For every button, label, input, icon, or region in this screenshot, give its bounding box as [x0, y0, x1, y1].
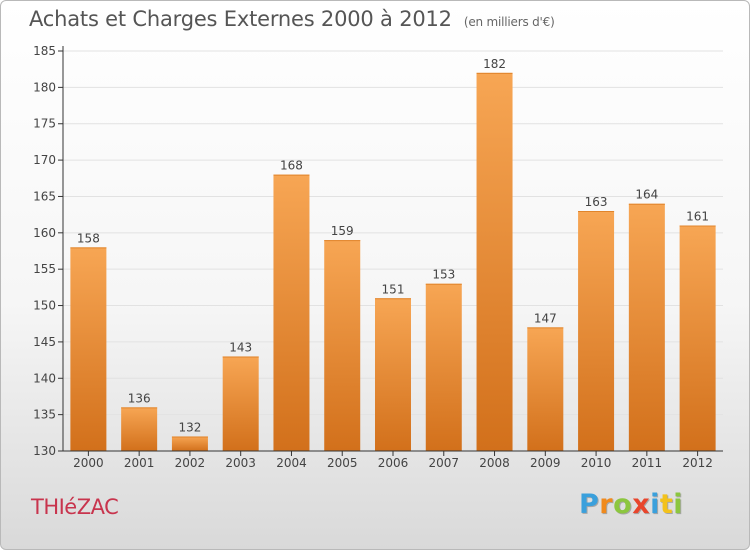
data-label-2007: 153	[432, 268, 455, 282]
x-tick-label-2011: 2011	[632, 456, 663, 470]
bar-2007	[425, 283, 462, 451]
bar-2002	[171, 436, 208, 451]
bar-2006	[375, 298, 411, 451]
data-label-2006: 151	[382, 282, 405, 296]
x-tick-label-2004: 2004	[276, 456, 307, 470]
logo-letter: r	[599, 489, 614, 520]
data-label-2012: 161	[686, 210, 709, 224]
logo-letter: t	[659, 489, 674, 520]
logo-letter: i	[673, 489, 684, 520]
x-tick-label-2008: 2008	[479, 456, 510, 470]
bar-2012	[679, 225, 716, 451]
y-tick-label: 150	[33, 299, 56, 313]
bar-2009	[527, 327, 564, 451]
bar-2004	[273, 174, 310, 452]
chart-title-unit: (en milliers d'€)	[463, 15, 555, 29]
bar-2001	[121, 407, 158, 451]
bar-2005	[324, 240, 361, 451]
x-tick-label-2007: 2007	[428, 456, 459, 470]
data-label-2005: 159	[331, 224, 354, 238]
y-tick-label: 145	[33, 335, 56, 349]
axes	[58, 46, 723, 456]
x-tick-label-2009: 2009	[530, 456, 561, 470]
x-tick-label-2010: 2010	[581, 456, 612, 470]
data-label-2000: 158	[77, 231, 100, 245]
logo-letter: o	[613, 489, 633, 520]
y-tick-label: 160	[33, 226, 56, 240]
x-tick-label-2006: 2006	[378, 456, 409, 470]
y-tick-label: 165	[33, 189, 56, 203]
y-tick-label: 140	[33, 371, 56, 385]
y-tick-label: 155	[33, 262, 56, 276]
data-label-2009: 147	[534, 311, 557, 325]
x-tick-label-2012: 2012	[682, 456, 713, 470]
y-tick-label: 130	[33, 444, 56, 458]
data-label-2008: 182	[483, 57, 506, 71]
x-tick-label-2001: 2001	[124, 456, 155, 470]
x-tick-label-2005: 2005	[327, 456, 358, 470]
bars	[70, 72, 716, 452]
bar-2010	[578, 211, 615, 451]
x-tick-label-2002: 2002	[175, 456, 206, 470]
logo-letter: i	[650, 489, 660, 520]
chart-title-text: Achats et Charges Externes 2000 à 2012	[29, 7, 452, 31]
y-tick-label: 135	[33, 408, 56, 422]
x-tick-label-2000: 2000	[73, 456, 104, 470]
bar-2000	[70, 247, 107, 451]
y-tick-label: 170	[33, 153, 56, 167]
place-label: THIéZAC	[31, 495, 119, 519]
logo-letter: P	[579, 489, 600, 520]
proxiti-logo[interactable]: Proxiti	[579, 489, 683, 520]
data-label-2010: 163	[585, 195, 608, 209]
data-label-2002: 132	[178, 420, 201, 434]
labels: 130 135 140 145 150 155 160 165 170 175 180 185 158 2…	[33, 44, 713, 470]
y-tick-label: 175	[33, 117, 56, 131]
y-tick-label: 185	[33, 44, 56, 58]
bar-2011	[628, 203, 665, 451]
x-tick-label-2003: 2003	[225, 456, 256, 470]
chart-title: Achats et Charges Externes 2000 à 2012 (e…	[29, 7, 555, 31]
data-label-2003: 143	[229, 340, 252, 354]
bar-2003	[222, 356, 259, 451]
data-label-2011: 164	[635, 188, 658, 202]
data-label-2001: 136	[128, 391, 151, 405]
bar-2008	[476, 72, 513, 452]
logo-letter: x	[632, 489, 651, 520]
y-tick-label: 180	[33, 80, 56, 94]
data-label-2004: 168	[280, 159, 303, 173]
